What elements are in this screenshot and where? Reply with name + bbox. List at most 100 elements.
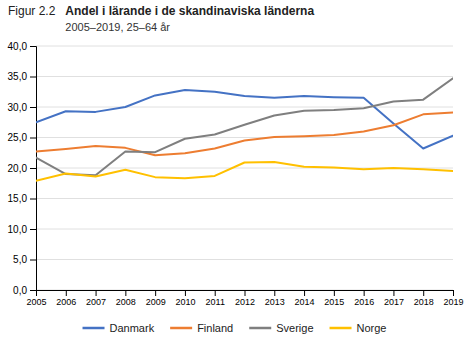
legend: Danmark Finland Sverige Norge (83, 322, 387, 334)
x-axis: 2005 2006 2007 2008 2009 2010 2011 2012 2013 2014… (26, 290, 463, 307)
x-tick: 2013 (265, 290, 285, 307)
tick-label: 2008 (116, 297, 136, 307)
legend-swatch (83, 327, 105, 330)
tick-mark (36, 290, 37, 296)
tick-mark (30, 46, 36, 47)
y-tick: 30,0 (8, 102, 36, 113)
tick-mark (125, 290, 126, 296)
tick-mark (423, 290, 424, 296)
tick-mark (30, 168, 36, 169)
tick-label: 5,0 (13, 254, 27, 265)
tick-label: 15,0 (8, 193, 28, 204)
legend-label: Finland (197, 322, 233, 334)
chart: Figur 2.2 Andel i lärande i de skandinavi… (0, 0, 469, 342)
series-line (36, 78, 453, 175)
tick-mark (185, 290, 186, 296)
tick-mark (30, 107, 36, 108)
tick-label: 2018 (414, 297, 434, 307)
tick-mark (393, 290, 394, 296)
grid-line (36, 46, 453, 47)
y-tick: 5,0 (13, 254, 36, 265)
tick-mark (155, 290, 156, 296)
tick-label: 2006 (56, 297, 76, 307)
tick-label: 2011 (206, 297, 225, 307)
x-tick: 2009 (146, 290, 166, 307)
tick-label: 0,0 (13, 285, 27, 296)
tick-mark (30, 229, 36, 230)
tick-mark (215, 290, 216, 296)
legend-item: Danmark (83, 322, 155, 334)
tick-label: 10,0 (8, 224, 28, 235)
legend-swatch (330, 327, 352, 330)
tick-label: 20,0 (8, 163, 28, 174)
legend-item: Sverige (249, 322, 313, 334)
tick-mark (364, 290, 365, 296)
grid-line (36, 229, 453, 230)
tick-label: 30,0 (8, 102, 28, 113)
y-axis: 0,0 5,0 10,0 15,0 20,0 25,0 30,0 35,0 40,0 (8, 41, 37, 296)
plot-area (36, 78, 453, 180)
tick-mark (30, 199, 36, 200)
tick-mark (96, 290, 97, 296)
tick-mark (66, 290, 67, 296)
subtitle: 2005–2019, 25–64 år (65, 21, 170, 33)
series-line (36, 112, 453, 155)
x-tick: 2010 (175, 290, 195, 307)
grid (36, 46, 453, 290)
legend-label: Sverige (276, 322, 313, 334)
tick-label: 2005 (26, 297, 46, 307)
tick-mark (30, 138, 36, 139)
grid-line (36, 198, 453, 199)
legend-swatch (249, 327, 271, 330)
tick-mark (274, 290, 275, 296)
legend-swatch (170, 327, 192, 330)
tick-label: 2009 (146, 297, 166, 307)
tick-mark (30, 260, 36, 261)
tick-mark (334, 290, 335, 296)
tick-label: 2016 (354, 297, 374, 307)
x-tick: 2011 (206, 290, 225, 307)
tick-label: 2012 (235, 297, 255, 307)
tick-label: 2019 (443, 297, 463, 307)
legend-item: Finland (170, 322, 233, 334)
tick-mark (453, 290, 454, 296)
tick-label: 2017 (384, 297, 404, 307)
x-tick: 2015 (324, 290, 344, 307)
tick-label: 2015 (324, 297, 344, 307)
tick-mark (30, 77, 36, 78)
x-tick: 2014 (295, 290, 315, 307)
y-tick: 25,0 (8, 132, 36, 143)
title: Andel i lärande i de skandinaviska lände… (65, 4, 314, 18)
x-tick: 2019 (443, 290, 463, 307)
tick-label: 35,0 (8, 71, 28, 82)
axis-line (37, 291, 454, 297)
tick-label: 2010 (175, 297, 195, 307)
series-line (36, 162, 453, 181)
grid-line (36, 137, 453, 138)
legend-item: Norge (330, 322, 387, 334)
axis-line (30, 47, 37, 291)
x-tick: 2005 (26, 290, 46, 307)
x-tick: 2012 (235, 290, 255, 307)
grid-line (36, 76, 453, 77)
y-tick: 20,0 (8, 163, 36, 174)
x-tick: 2007 (86, 290, 106, 307)
tick-label: 2007 (86, 297, 106, 307)
x-tick: 2006 (56, 290, 76, 307)
tick-label: 2013 (265, 297, 285, 307)
y-tick: 10,0 (8, 224, 36, 235)
x-tick: 2018 (414, 290, 434, 307)
y-tick: 15,0 (8, 193, 36, 204)
grid-line (36, 107, 453, 108)
tick-mark (304, 290, 305, 296)
y-tick: 35,0 (8, 71, 36, 82)
y-tick: 40,0 (8, 41, 36, 52)
figure-label: Figur 2.2 (8, 4, 56, 18)
grid-line (36, 259, 453, 260)
tick-label: 40,0 (8, 41, 28, 52)
tick-label: 25,0 (8, 132, 28, 143)
legend-label: Danmark (110, 322, 155, 334)
tick-mark (30, 290, 36, 291)
legend-label: Norge (357, 322, 387, 334)
tick-mark (245, 290, 246, 296)
